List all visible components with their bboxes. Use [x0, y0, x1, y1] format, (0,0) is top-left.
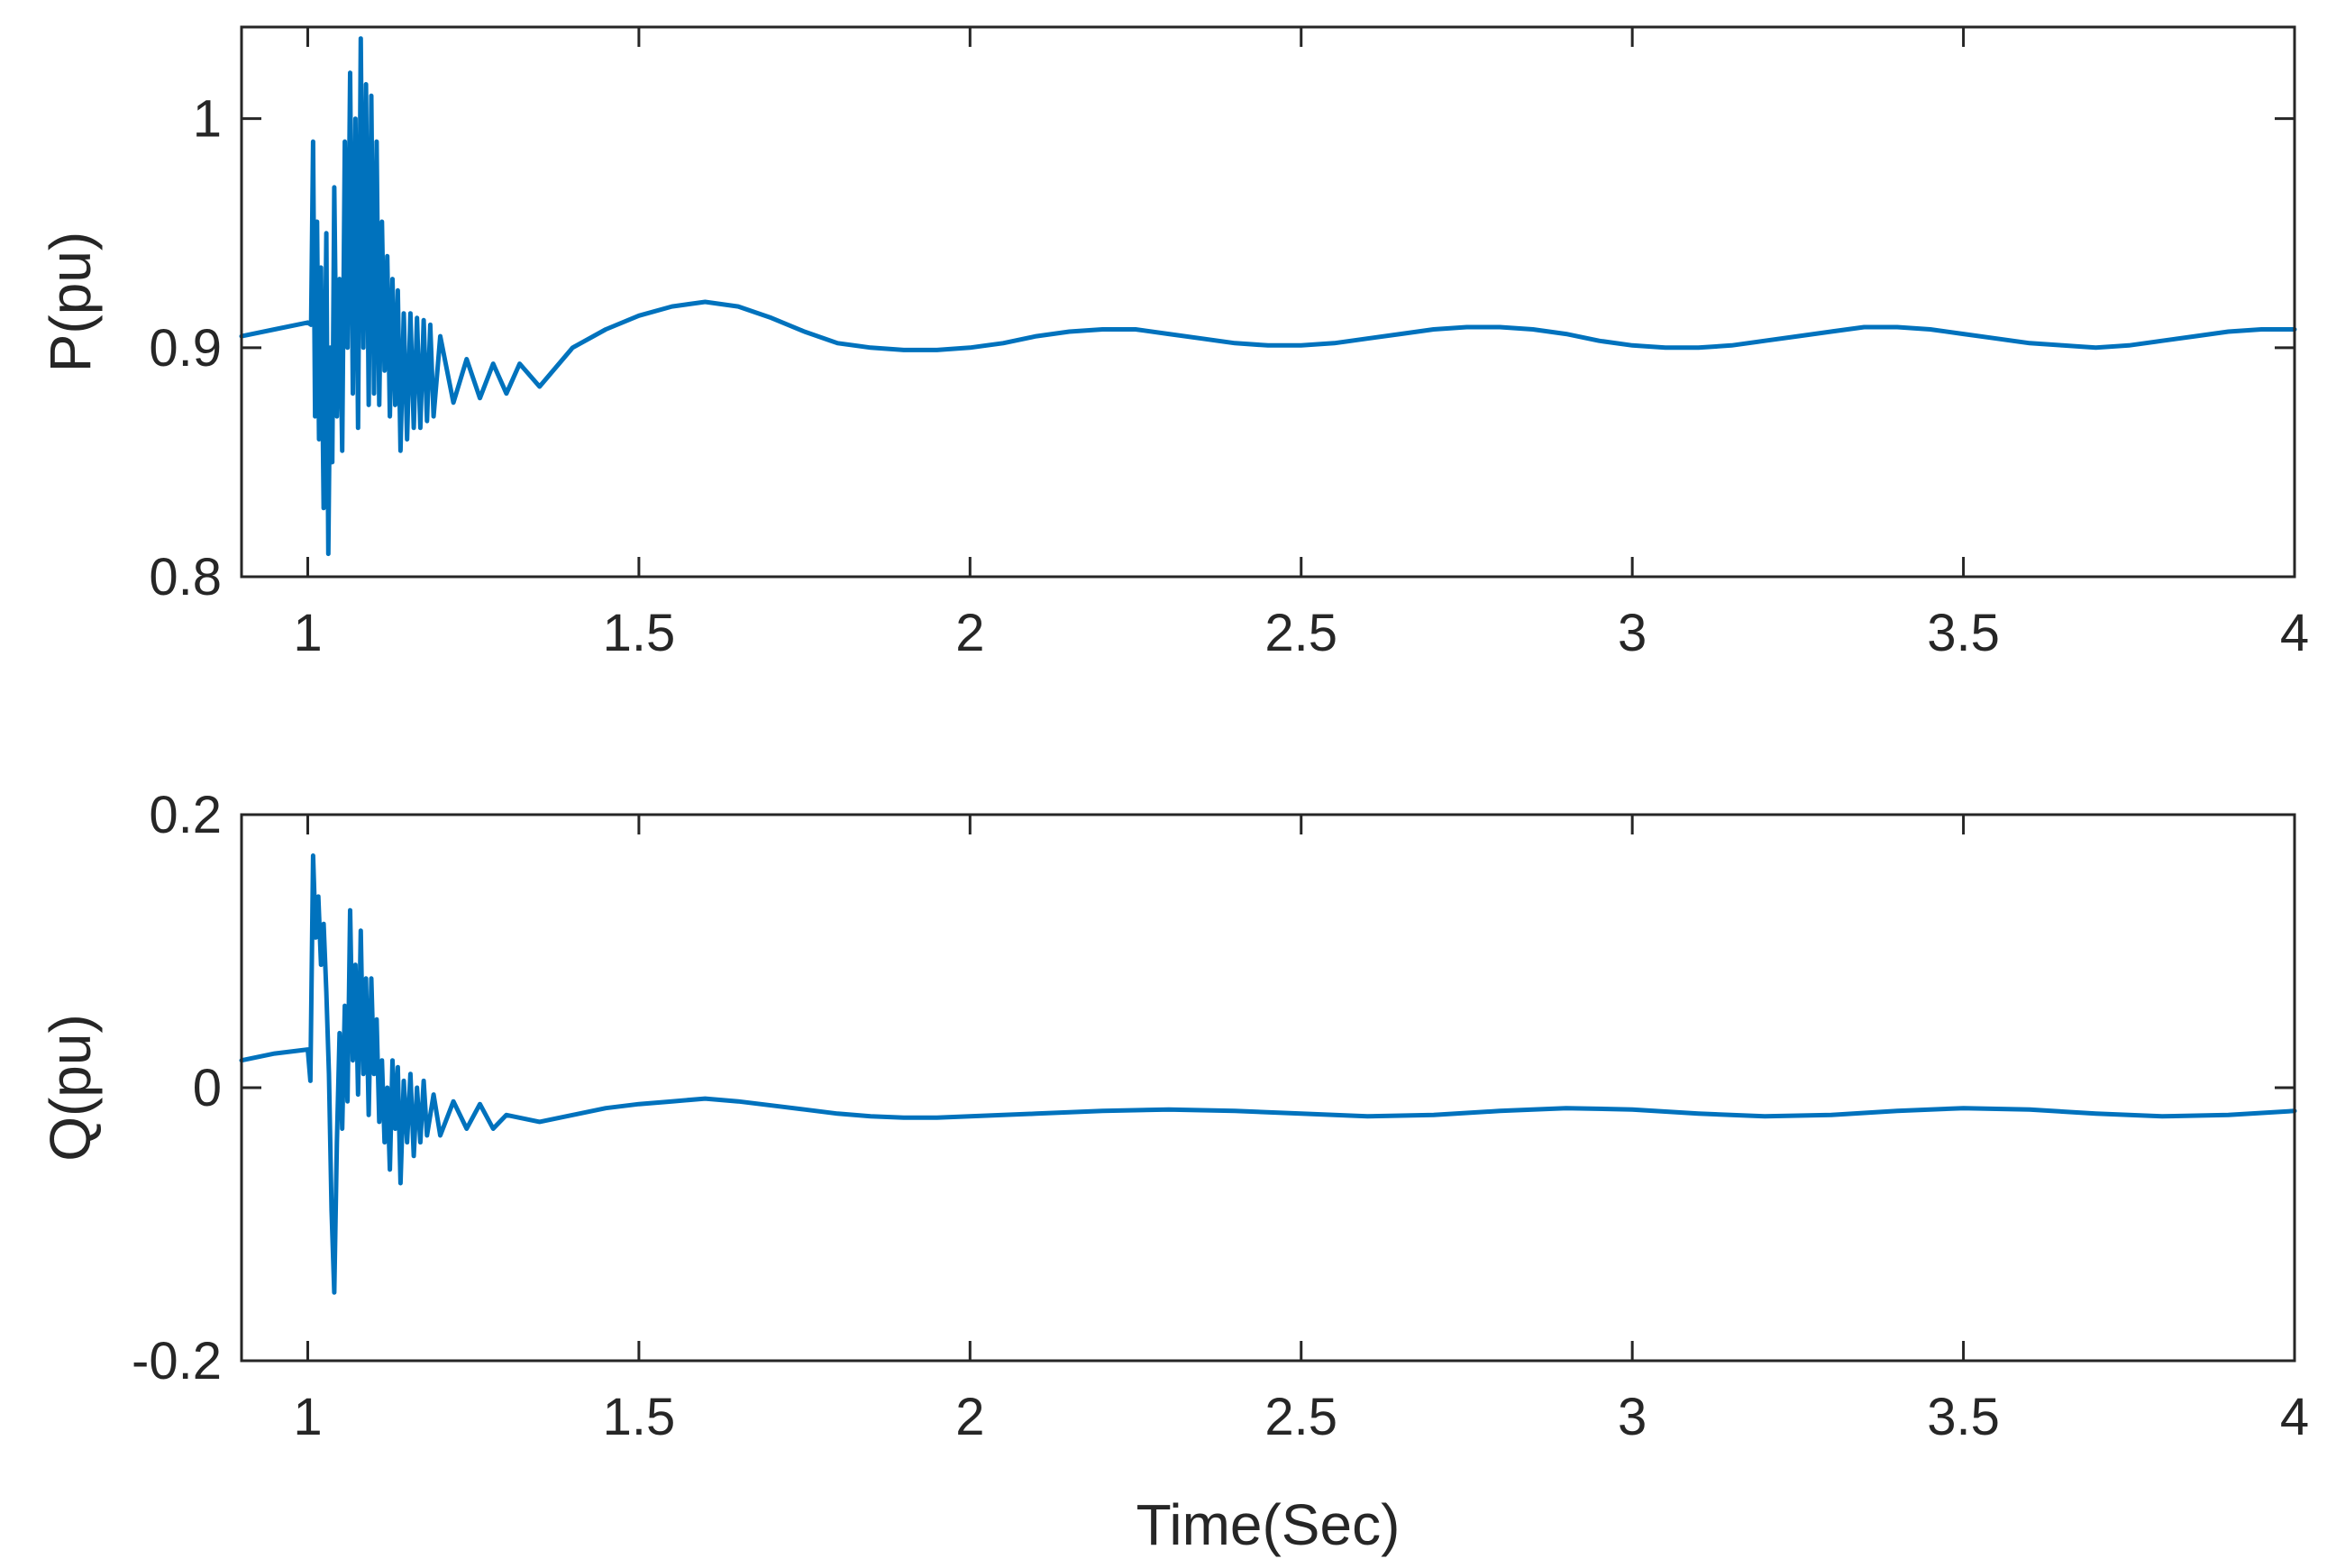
- xtick-label-p-1: 1.5: [603, 604, 676, 662]
- series-q: [239, 853, 2297, 1295]
- axes-frame-q: [240, 813, 2296, 1363]
- ytick-labels-p: 0.8 0.9 1: [149, 90, 222, 606]
- ytick-label-q-2: 0.2: [149, 786, 222, 844]
- chart-q: 1 1.5 2 2.5 3 3.5 4 -0.2 0 0.2 Q(pu) Time(Sec): [38, 786, 2309, 1557]
- xtick-label-p-0: 1: [293, 604, 322, 662]
- series-line-q: [239, 853, 2297, 1295]
- axes-frame-p: [240, 25, 2296, 579]
- ytick-label-p-2: 1: [193, 90, 222, 149]
- ytick-label-q-1: 0: [193, 1059, 222, 1117]
- xtick-label-q-6: 4: [2280, 1388, 2309, 1446]
- xtick-label-p-5: 3.5: [1927, 604, 2000, 662]
- xtick-label-q-5: 3.5: [1927, 1388, 2000, 1446]
- xtick-label-q-1: 1.5: [603, 1388, 676, 1446]
- xtick-labels-q: 1 1.5 2 2.5 3 3.5 4: [293, 1388, 2309, 1446]
- chart-p: 1 1.5 2 2.5 3 3.5 4 0.8 0.9 1 P(pu): [38, 25, 2309, 662]
- ytick-labels-q: -0.2 0 0.2: [132, 786, 222, 1390]
- series-p: [239, 36, 2297, 557]
- ylabel-p: P(pu): [38, 232, 103, 373]
- ytick-label-p-0: 0.8: [149, 548, 222, 606]
- plot-area-q: [242, 815, 2295, 1361]
- xtick-label-q-2: 2: [955, 1388, 984, 1446]
- ytick-label-q-0: -0.2: [132, 1332, 222, 1390]
- xtick-labels-p: 1 1.5 2 2.5 3 3.5 4: [293, 604, 2309, 662]
- ylabel-q: Q(pu): [38, 1014, 103, 1162]
- xlabel-q: Time(Sec): [1136, 1492, 1401, 1557]
- xtick-label-q-3: 2.5: [1264, 1388, 1337, 1446]
- series-line-p: [239, 36, 2297, 557]
- xtick-label-p-6: 4: [2280, 604, 2309, 662]
- xtick-label-p-3: 2.5: [1264, 604, 1337, 662]
- xtick-label-q-0: 1: [293, 1388, 322, 1446]
- xtick-label-p-4: 3: [1618, 604, 1647, 662]
- plot-area-p: [242, 27, 2295, 577]
- ytick-label-p-1: 0.9: [149, 319, 222, 378]
- xtick-label-q-4: 3: [1618, 1388, 1647, 1446]
- xtick-label-p-2: 2: [955, 604, 984, 662]
